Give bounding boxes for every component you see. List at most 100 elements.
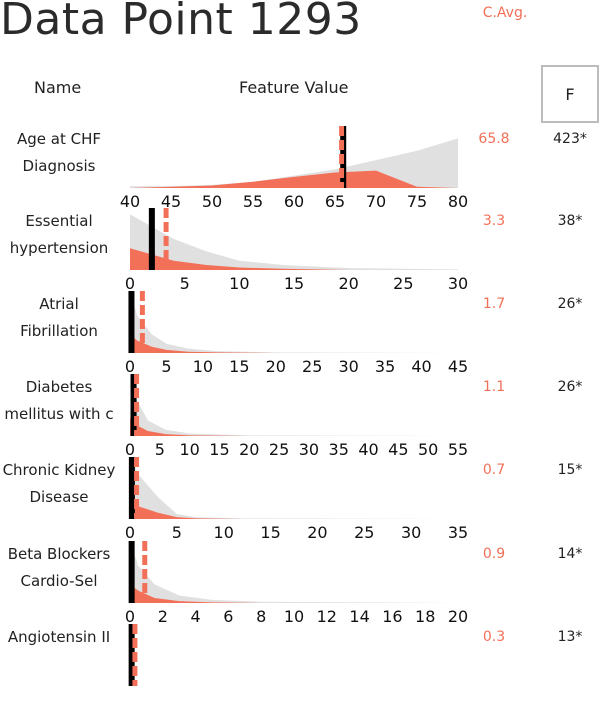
x-tick-label: 35 bbox=[448, 523, 468, 542]
x-tick-label: 70 bbox=[366, 192, 386, 211]
x-tick-label: 8 bbox=[256, 607, 266, 626]
feature-row[interactable]: Angiotensin II 0.3 13* bbox=[0, 624, 602, 712]
feature-name-line: Cardio-Sel bbox=[20, 572, 98, 590]
x-tick-label: 80 bbox=[448, 192, 468, 211]
page-title: Data Point 1293 bbox=[0, 0, 362, 45]
distribution-plot: 0 2 4 6 8 10 12 14 16 18 20 bbox=[125, 541, 468, 626]
x-tick-label: 10 bbox=[284, 607, 304, 626]
distribution-plot: 0 5 10 15 20 25 30 35 bbox=[125, 457, 468, 542]
x-tick-label: 55 bbox=[243, 192, 263, 211]
feature-row[interactable]: Diabetes mellitus with c 1.1 26* 0 5 10 15 20 25 3… bbox=[0, 374, 602, 462]
x-tick-label: 45 bbox=[388, 440, 408, 459]
x-tick-label: 30 bbox=[299, 440, 319, 459]
distribution-plot: 40 45 50 55 60 65 70 75 80 bbox=[120, 126, 468, 211]
x-tick-label: 5 bbox=[180, 274, 190, 293]
x-tick-label: 30 bbox=[338, 357, 358, 376]
feature-name-line: Disease bbox=[29, 488, 89, 506]
x-tick-label: 40 bbox=[358, 440, 378, 459]
x-tick-label: 5 bbox=[172, 523, 182, 542]
cohort-distribution-area bbox=[130, 248, 458, 270]
feature-name: Angiotensin II bbox=[0, 624, 118, 651]
cohort-distribution-area bbox=[130, 170, 458, 188]
f-value: 423* bbox=[553, 131, 587, 147]
feature-name: Essential hypertension bbox=[0, 208, 118, 262]
x-tick-label: 16 bbox=[382, 607, 402, 626]
x-tick-label: 0 bbox=[125, 274, 135, 293]
feature-name-line: Age at CHF bbox=[16, 130, 101, 148]
x-tick-label: 6 bbox=[223, 607, 233, 626]
feature-row[interactable]: Atrial Fibrillation 1.7 26* 0 5 10 15 20 25 30 35 40… bbox=[0, 291, 602, 379]
distribution-plot bbox=[128, 624, 138, 686]
x-tick-label: 30 bbox=[401, 523, 421, 542]
feature-row[interactable]: Age at CHF Diagnosis 65.8 423* 40 45 50 55 60 65 7… bbox=[0, 126, 602, 214]
feature-name-line: Diagnosis bbox=[22, 157, 96, 175]
cohort-distribution-area bbox=[130, 584, 458, 603]
feature-name: Diabetes mellitus with c bbox=[0, 374, 118, 428]
x-tick-label: 55 bbox=[448, 440, 468, 459]
population-distribution-area bbox=[130, 214, 458, 270]
x-tick-label: 50 bbox=[202, 192, 222, 211]
feature-name-line: Fibrillation bbox=[20, 322, 98, 340]
x-tick-label: 20 bbox=[448, 607, 468, 626]
x-tick-label: 20 bbox=[266, 357, 286, 376]
column-header-cavg: C.Avg. bbox=[482, 5, 528, 21]
x-tick-label: 20 bbox=[338, 274, 358, 293]
population-distribution-area bbox=[130, 457, 458, 519]
cavg-value: 65.8 bbox=[478, 131, 510, 147]
x-tick-label: 0 bbox=[125, 523, 135, 542]
x-tick-label: 10 bbox=[179, 440, 199, 459]
feature-name-line: hypertension bbox=[9, 239, 109, 257]
column-header-f: F bbox=[565, 84, 575, 104]
cavg-value: 1.7 bbox=[482, 296, 506, 312]
x-tick-label: 4 bbox=[191, 607, 201, 626]
x-tick-label: 5 bbox=[161, 357, 171, 376]
feature-name: Atrial Fibrillation bbox=[0, 291, 118, 345]
x-tick-label: 0 bbox=[125, 357, 135, 376]
cavg-value: 3.3 bbox=[482, 213, 506, 229]
x-tick-label: 45 bbox=[448, 357, 468, 376]
column-header-feature-value: Feature Value bbox=[239, 78, 349, 97]
x-tick-label: 35 bbox=[375, 357, 395, 376]
x-tick-label: 25 bbox=[269, 440, 289, 459]
x-tick-label: 14 bbox=[349, 607, 369, 626]
f-value: 15* bbox=[557, 462, 583, 478]
x-tick-label: 12 bbox=[317, 607, 337, 626]
feature-row[interactable]: Chronic Kidney Disease 0.7 15* 0 5 10 15 20 25 30 3… bbox=[0, 457, 602, 545]
feature-row[interactable]: Beta Blockers Cardio-Sel 0.9 14* 0 2 4 6 8 10 12 14… bbox=[0, 541, 602, 629]
feature-name-line: Atrial bbox=[39, 295, 79, 313]
feature-name-line: Beta Blockers bbox=[7, 545, 111, 563]
f-value: 14* bbox=[557, 546, 583, 562]
distribution-plot: 0 5 10 15 20 25 30 35 40 45 bbox=[125, 291, 468, 376]
cohort-distribution-area bbox=[130, 500, 458, 519]
x-tick-label: 18 bbox=[415, 607, 435, 626]
f-value: 26* bbox=[557, 296, 583, 312]
feature-name-line: Essential bbox=[25, 212, 93, 230]
feature-name-line: Diabetes bbox=[25, 378, 93, 396]
x-tick-label: 0 bbox=[125, 440, 135, 459]
x-tick-label: 20 bbox=[307, 523, 327, 542]
x-tick-label: 10 bbox=[214, 523, 234, 542]
feature-name-line: Chronic Kidney bbox=[2, 461, 116, 479]
feature-name: Beta Blockers Cardio-Sel bbox=[0, 541, 118, 595]
population-distribution-area bbox=[130, 374, 458, 436]
x-tick-label: 2 bbox=[158, 607, 168, 626]
cohort-distribution-area bbox=[130, 334, 458, 353]
cohort-distribution-area bbox=[130, 417, 458, 436]
feature-name: Chronic Kidney Disease bbox=[0, 457, 118, 511]
population-distribution-area bbox=[130, 291, 458, 353]
x-tick-label: 15 bbox=[260, 523, 280, 542]
x-tick-label: 35 bbox=[329, 440, 349, 459]
x-tick-label: 60 bbox=[284, 192, 304, 211]
x-tick-label: 5 bbox=[155, 440, 165, 459]
feature-row[interactable]: Essential hypertension 3.3 38* 0 5 10 15 20 25 30 bbox=[0, 208, 602, 296]
x-tick-label: 30 bbox=[448, 274, 468, 293]
x-tick-label: 15 bbox=[209, 440, 229, 459]
cavg-value: 0.7 bbox=[482, 462, 506, 478]
x-tick-label: 40 bbox=[411, 357, 431, 376]
x-tick-label: 65 bbox=[325, 192, 345, 211]
f-sort-button[interactable]: F bbox=[541, 65, 599, 123]
x-tick-label: 75 bbox=[407, 192, 427, 211]
x-tick-label: 10 bbox=[229, 274, 249, 293]
cavg-value: 1.1 bbox=[482, 379, 506, 395]
x-tick-label: 25 bbox=[393, 274, 413, 293]
